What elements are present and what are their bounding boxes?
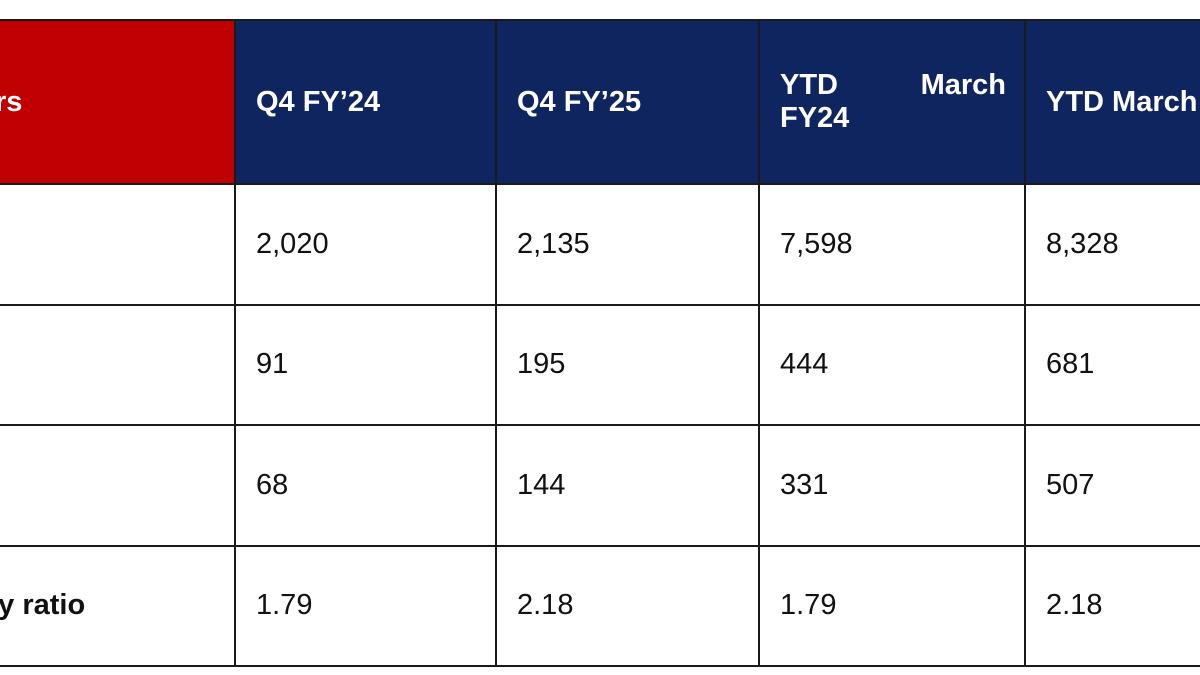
table-cell: 331 [758,424,1026,547]
table-cell: 1.79 [234,544,497,667]
header-q4-fy25-label: Q4 FY’25 [517,85,642,118]
row-label-cell [0,424,236,547]
row-label-cell: cy ratio [0,544,236,667]
table-row: 2,020 2,135 7,598 8,328 [0,183,1200,306]
table-header-row: Crs Q4 FY’24 Q4 FY’25 YTD March FY24 YTD… [0,19,1200,185]
header-cell-ytd-march-fy24: YTD March FY24 [758,19,1026,185]
table-cell: 1.79 [758,544,1026,667]
table-cell: 7,598 [758,183,1026,306]
header-q4-fy24-label: Q4 FY’24 [256,85,381,118]
table-cell: 2,020 [234,183,497,306]
table-cell: 8,328 [1024,183,1200,306]
table-cell: 681 [1024,303,1200,426]
financial-results-table: Crs Q4 FY’24 Q4 FY’25 YTD March FY24 YTD… [0,19,1200,667]
row-label-cell [0,183,236,306]
table-cell: 144 [495,424,760,547]
table-cell: 91 [234,303,497,426]
table-cell: 2.18 [495,544,760,667]
header-march-word: March [920,69,1006,101]
financial-table-container: Crs Q4 FY’24 Q4 FY’25 YTD March FY24 YTD… [0,19,1200,667]
header-unit-label: Crs [0,85,23,118]
table-cell: 2,135 [495,183,760,306]
header-cell-q4-fy25: Q4 FY’25 [495,19,760,185]
header-fy24-word: FY24 [780,102,850,134]
header-cell-unit: Crs [0,19,236,185]
table-row: 91 195 444 681 [0,303,1200,426]
header-ytd-word: YTD [780,69,838,101]
table-cell: 444 [758,303,1026,426]
table-cell: 507 [1024,424,1200,547]
header-ytd-march-label: YTD March [1046,85,1198,118]
table-cell: 68 [234,424,497,547]
header-cell-q4-fy24: Q4 FY’24 [234,19,497,185]
row-label-cell [0,303,236,426]
row-label: cy ratio [0,589,86,622]
table-cell: 195 [495,303,760,426]
table-row: cy ratio 1.79 2.18 1.79 2.18 [0,544,1200,667]
header-cell-ytd-march-fy25: YTD March [1024,19,1200,185]
header-ytd-line1: YTD March [780,69,1024,102]
table-cell: 2.18 [1024,544,1200,667]
table-row: 68 144 331 507 [0,424,1200,547]
